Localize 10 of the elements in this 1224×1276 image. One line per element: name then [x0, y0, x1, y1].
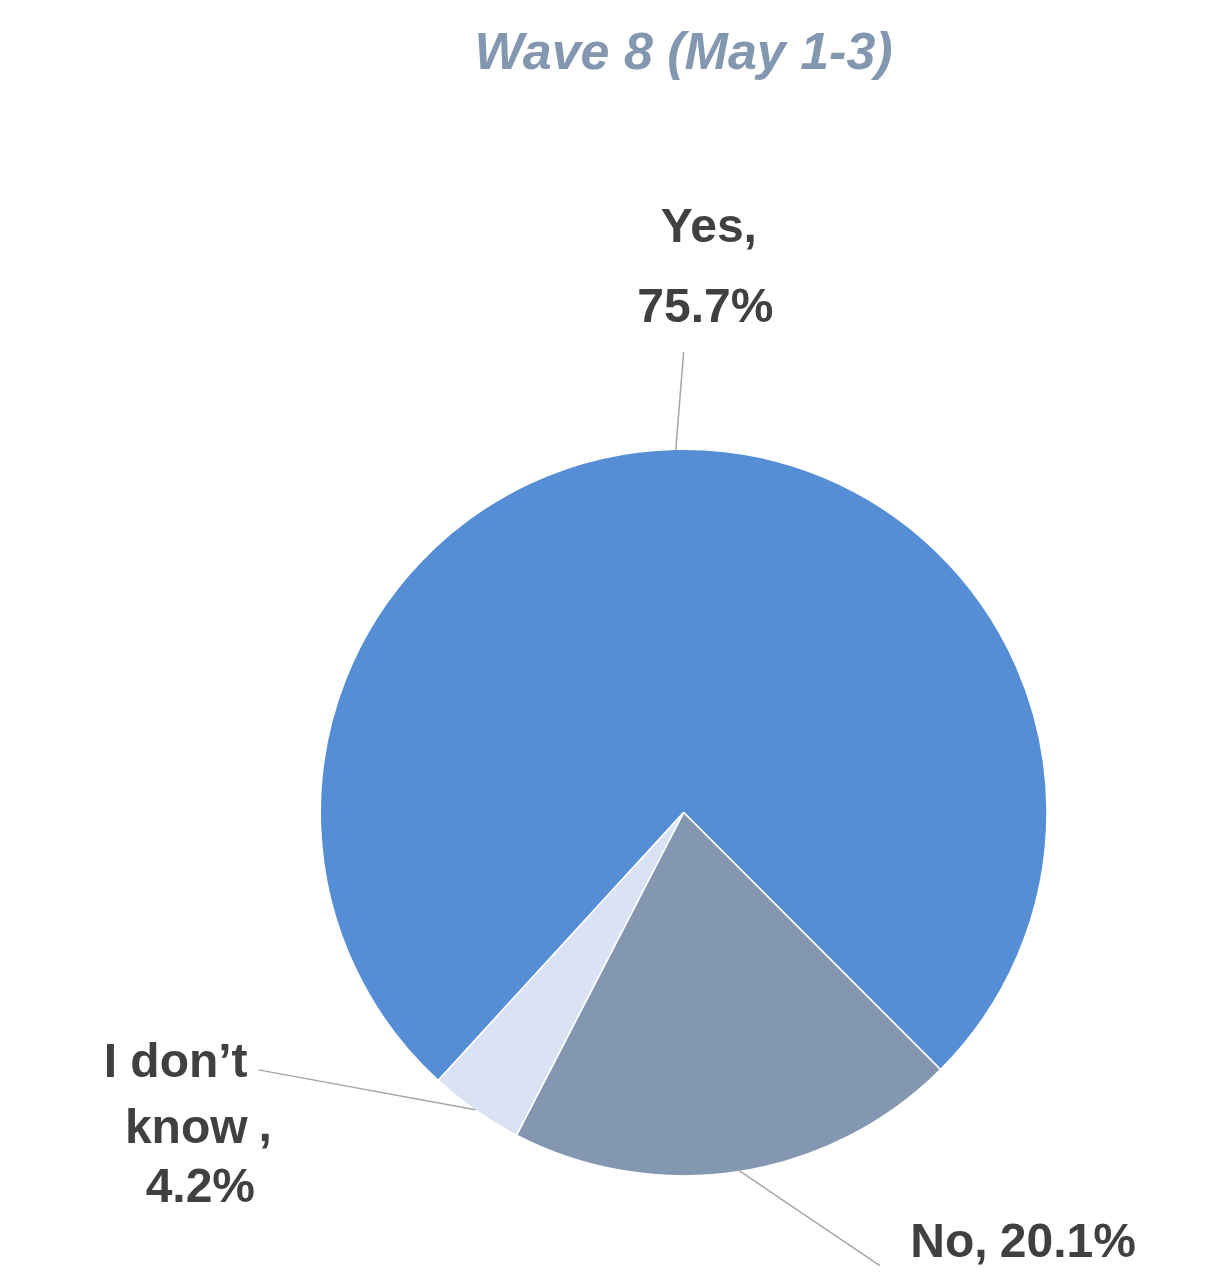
data-label: 20.1% — [999, 1213, 1136, 1267]
data-label: 75.7% — [637, 278, 774, 332]
slice-label: I don’t know — [103, 1033, 249, 1154]
data-label: 4.2% — [145, 1159, 256, 1213]
text: , — [974, 1213, 988, 1267]
chart-title: Wave 8 (May 1-3) — [474, 22, 893, 81]
slice-label: No — [910, 1213, 975, 1267]
text: , — [258, 1097, 272, 1151]
slice-label: Yes — [660, 198, 744, 252]
text: , — [743, 198, 757, 252]
